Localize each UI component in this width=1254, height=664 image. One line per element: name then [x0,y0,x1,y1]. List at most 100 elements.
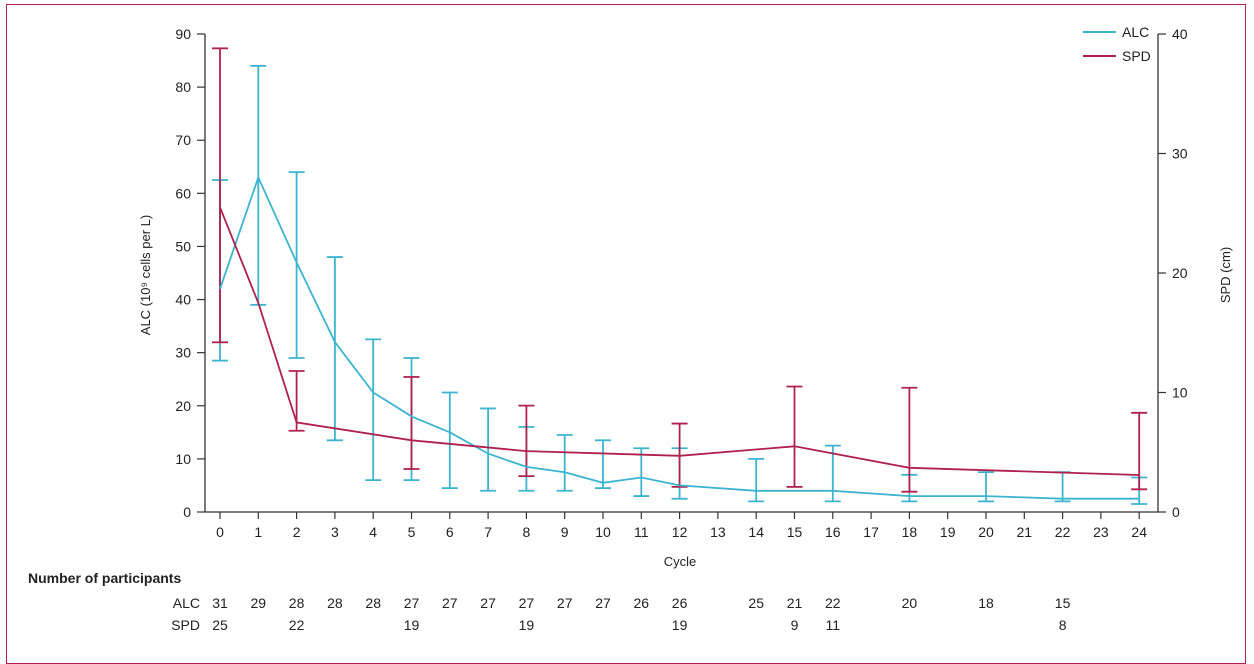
x-tick-label: 12 [672,524,688,540]
alc-participant-count: 18 [978,595,994,611]
alc-error-bar [824,444,841,503]
y-left-tick-label: 30 [175,345,191,361]
alc-error-bar [288,171,305,359]
alc-error-bar [441,391,458,490]
x-tick-label: 14 [748,524,764,540]
alc-participant-count: 27 [519,595,535,611]
alc-participant-count: 27 [557,595,573,611]
alc-error-bar [326,256,343,442]
spd-participant-count: 19 [404,617,420,633]
alc-error-bar [748,457,765,503]
spd-series-line [219,206,1140,476]
x-tick-label: 0 [216,524,224,540]
alc-error-bar [595,439,611,490]
x-tick-label: 2 [293,524,301,540]
alc-participant-count: 31 [212,595,228,611]
x-tick-label: 4 [369,524,377,540]
spd-error-bar [403,376,420,470]
alc-participant-count: 22 [825,595,841,611]
error-bars-group [212,47,1148,505]
alc-participant-count: 20 [902,595,918,611]
spd-participant-count: 19 [519,617,535,633]
x-tick-label: 7 [484,524,492,540]
legend: ALC SPD [1083,24,1151,64]
alc-participant-count: 27 [595,595,611,611]
y-right-tick-label: 40 [1172,26,1188,42]
x-tick-label: 18 [902,524,918,540]
x-tick-label: 8 [523,524,531,540]
x-tick-label: 20 [978,524,994,540]
alc-participant-count: 28 [365,595,381,611]
y-left-tick-label: 10 [175,451,191,467]
x-tick-label: 22 [1055,524,1071,540]
alc-participant-count: 27 [404,595,420,611]
y-axis-left-title: ALC (10⁹ cells per L) [138,215,153,335]
y-left-tick-label: 0 [183,504,191,520]
spd-participant-count: 19 [672,617,688,633]
alc-error-bar [365,338,382,482]
y-left-tick-label: 50 [175,238,191,254]
x-tick-label: 9 [561,524,569,540]
alc-participant-count: 28 [289,595,305,611]
y-left-tick-label: 90 [175,26,191,42]
spd-participant-count: 9 [791,617,799,633]
y-left-tick-label: 20 [175,398,191,414]
x-tick-label: 21 [1017,524,1033,540]
spd-participant-count: 22 [289,617,305,633]
alc-error-bar [633,447,650,497]
y-axis-right-title: SPD (cm) [1218,247,1233,303]
y-right-tick-label: 30 [1172,146,1188,162]
x-tick-label: 19 [940,524,956,540]
alc-series-line [219,174,1140,500]
spd-participant-count: 25 [212,617,228,633]
y-left-tick-label: 40 [175,292,191,308]
alc-participant-count: 26 [672,595,688,611]
alc-participant-count: 27 [442,595,458,611]
spd-error-bar [518,404,535,478]
x-tick-label: 6 [446,524,454,540]
x-tick-label: 23 [1093,524,1109,540]
participants-table: Number of participants ALC 31 29 28 28 28 27 27 2… [28,570,1071,633]
spd-error-bar [786,385,803,488]
x-tick-label: 16 [825,524,841,540]
y-right-tick-label: 20 [1172,265,1188,281]
x-tick-label: 1 [254,524,262,540]
spd-error-bar [212,47,228,344]
alc-error-bar [1054,471,1071,503]
alc-participant-count: 26 [634,595,650,611]
alc-error-bar [480,407,497,492]
x-tick-label: 3 [331,524,339,540]
spd-error-bar [1131,411,1148,491]
spd-participant-count: 8 [1059,617,1067,633]
alc-participant-count: 29 [251,595,267,611]
y-right-tick-label: 0 [1172,504,1180,520]
x-tick-label: 10 [595,524,611,540]
x-tick-label: 5 [408,524,416,540]
alc-legend-label: ALC [1122,24,1149,40]
alc-participant-count: 15 [1055,595,1071,611]
y-left-tick-label: 70 [175,132,191,148]
x-tick-label: 15 [787,524,803,540]
y-left-tick-label: 60 [175,185,191,201]
spd-error-bar [901,386,918,493]
y-right-tick-label: 10 [1172,385,1188,401]
alc-error-bar [556,434,573,492]
spd-participants-label: SPD [171,617,200,633]
spd-legend-label: SPD [1122,48,1151,64]
alc-participant-count: 28 [327,595,343,611]
participants-title: Number of participants [28,570,181,586]
x-tick-label: 17 [863,524,879,540]
y-left-tick-label: 80 [175,79,191,95]
series-lines-group [219,174,1140,500]
alc-participant-count: 21 [787,595,803,611]
alc-participant-count: 27 [480,595,496,611]
x-tick-label: 11 [634,524,649,540]
alc-error-bar [250,64,267,306]
x-tick-label: 13 [710,524,726,540]
alc-participants-label: ALC [173,595,200,611]
x-axis-title: Cycle [664,554,697,569]
alc-participant-count: 25 [748,595,764,611]
x-tick-label: 24 [1131,524,1147,540]
